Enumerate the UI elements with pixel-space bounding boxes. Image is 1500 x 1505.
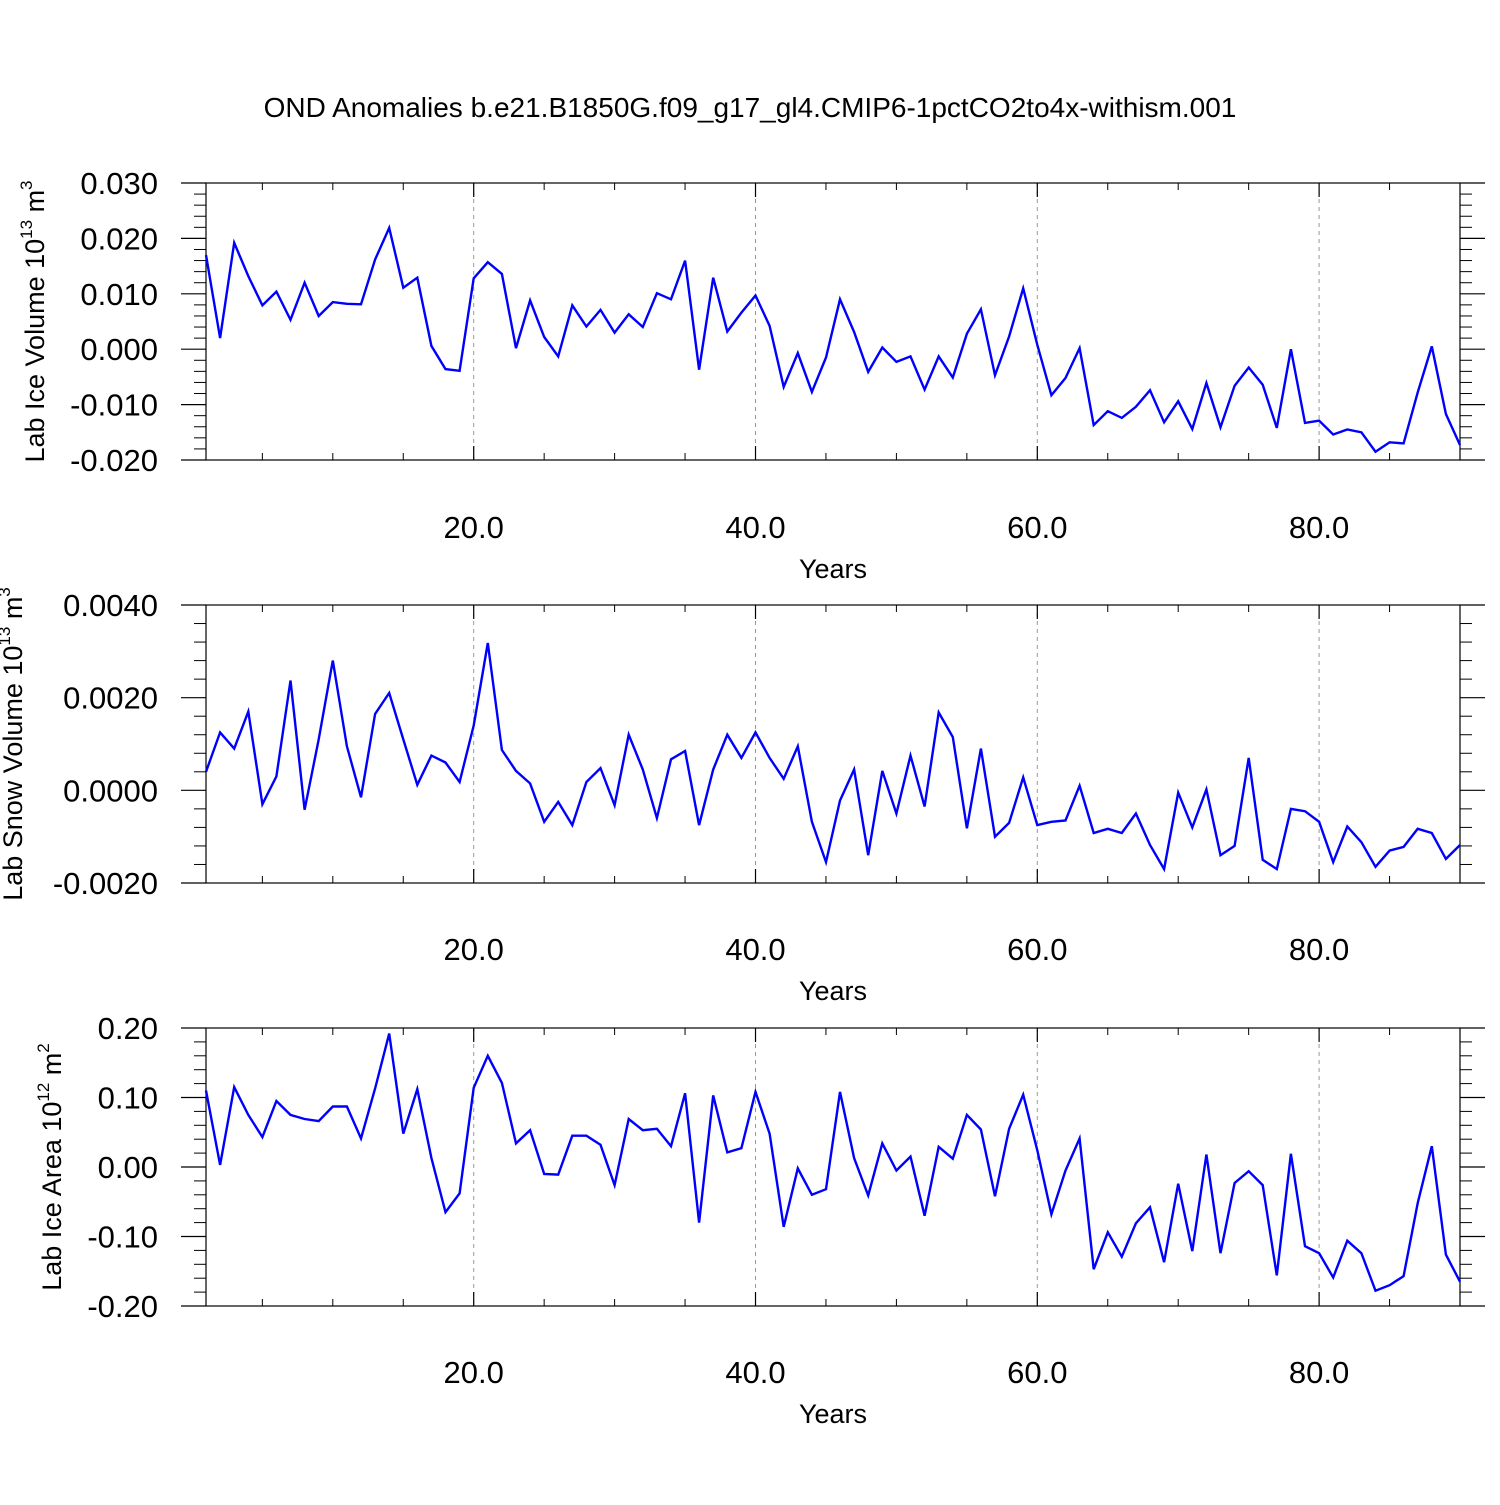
y-tick-label: 0.020 bbox=[80, 221, 158, 256]
y-axis-label-part: 13 bbox=[17, 220, 36, 239]
x-tick-label: 80.0 bbox=[1289, 932, 1349, 967]
y-axis-label-part: Lab Ice Area 10 bbox=[37, 1102, 67, 1291]
chart-panel-2: -0.0020 0.0000 0.0020 0.0040 20.0 40.0 60.0 80.… bbox=[0, 587, 1485, 1006]
x-axis-label: Years bbox=[799, 554, 867, 584]
x-tick-label: 20.0 bbox=[444, 510, 504, 545]
y-tick-label: -0.10 bbox=[87, 1220, 158, 1255]
y-tick-label: -0.020 bbox=[70, 443, 158, 478]
x-axis-label: Years bbox=[799, 1399, 867, 1429]
plot-frame bbox=[206, 605, 1460, 883]
x-tick-label: 20.0 bbox=[444, 932, 504, 967]
y-tick-label: 0.010 bbox=[80, 277, 158, 312]
series-line bbox=[206, 1034, 1460, 1291]
y-axis-label: Lab Snow Volume 1013 m3 bbox=[0, 587, 28, 901]
series-line bbox=[206, 228, 1460, 452]
y-tick-label: 0.0000 bbox=[63, 773, 158, 808]
plot-frame bbox=[206, 183, 1460, 460]
chart-panel-1: -0.020 -0.010 0.000 0.010 0.020 0.030 20.0 40.0… bbox=[17, 166, 1485, 584]
x-tick-label: 60.0 bbox=[1007, 510, 1067, 545]
page-title: OND Anomalies b.e21.B1850G.f09_g17_gl4.C… bbox=[0, 92, 1500, 124]
y-tick-label: -0.0020 bbox=[53, 866, 158, 901]
y-tick-label: 0.00 bbox=[98, 1150, 158, 1185]
x-axis-label: Years bbox=[799, 976, 867, 1006]
y-axis-label-part: 12 bbox=[34, 1083, 53, 1102]
y-tick-label: -0.010 bbox=[70, 388, 158, 423]
x-tick-label: 80.0 bbox=[1289, 510, 1349, 545]
x-tick-label: 60.0 bbox=[1007, 1355, 1067, 1390]
x-tick-label: 20.0 bbox=[444, 1355, 504, 1390]
series-line bbox=[206, 643, 1460, 869]
y-tick-label: 0.20 bbox=[98, 1011, 158, 1046]
y-axis-label-part: 2 bbox=[34, 1043, 53, 1052]
x-tick-label: 40.0 bbox=[725, 932, 785, 967]
y-axis-label: Lab Ice Area 1012 m2 bbox=[34, 1043, 67, 1291]
y-axis-label-part: 13 bbox=[0, 627, 14, 646]
y-axis-label-part: Lab Snow Volume 10 bbox=[0, 646, 28, 901]
y-axis-label-part: Lab Ice Volume 10 bbox=[20, 239, 50, 463]
y-tick-label: 0.000 bbox=[80, 332, 158, 367]
y-axis-label-part: m bbox=[0, 597, 28, 627]
y-axis-label-part: 3 bbox=[17, 180, 36, 189]
y-tick-label: 0.0040 bbox=[63, 588, 158, 623]
y-axis-label-part: m bbox=[20, 190, 50, 220]
y-tick-label: -0.20 bbox=[87, 1289, 158, 1324]
chart-panel-3: -0.20 -0.10 0.00 0.10 0.20 20.0 40.0 60.0 80.0 Ye… bbox=[34, 1011, 1485, 1429]
x-tick-label: 60.0 bbox=[1007, 932, 1067, 967]
x-tick-label: 80.0 bbox=[1289, 1355, 1349, 1390]
y-axis-label-part: m bbox=[37, 1053, 67, 1083]
y-axis-label-part: 3 bbox=[0, 587, 14, 596]
y-axis-label: Lab Ice Volume 1013 m3 bbox=[17, 180, 50, 462]
x-tick-label: 40.0 bbox=[725, 510, 785, 545]
y-tick-label: 0.0020 bbox=[63, 681, 158, 716]
y-tick-label: 0.030 bbox=[80, 166, 158, 201]
y-tick-label: 0.10 bbox=[98, 1081, 158, 1116]
x-tick-label: 40.0 bbox=[725, 1355, 785, 1390]
